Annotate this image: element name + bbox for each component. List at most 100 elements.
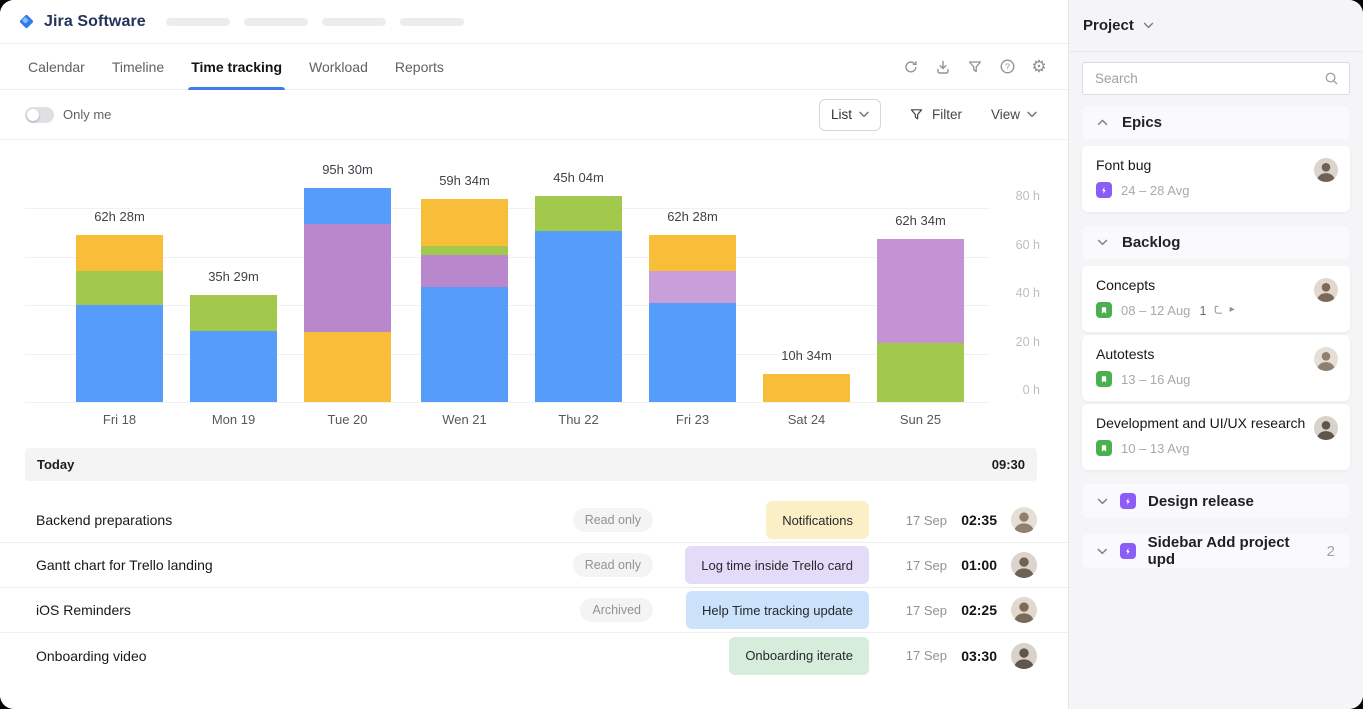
list-dropdown[interactable]: List bbox=[819, 99, 881, 131]
avatar bbox=[1314, 158, 1338, 182]
epic-card[interactable]: Font bug 24 – 28 Avg bbox=[1082, 146, 1350, 212]
time-chart: 0 h20 h40 h60 h80 h62h 28mFri 1835h 29mM… bbox=[0, 140, 1068, 440]
task-time: 03:30 bbox=[953, 648, 997, 664]
avatar bbox=[1011, 643, 1037, 669]
help-icon[interactable]: ? bbox=[998, 58, 1016, 76]
jira-logo-icon bbox=[18, 13, 35, 30]
x-axis-label: Mon 19 bbox=[174, 412, 294, 427]
tab-workload[interactable]: Workload bbox=[309, 44, 368, 89]
task-date: 17 Sep bbox=[897, 558, 947, 573]
task-chip[interactable]: Onboarding iterate bbox=[729, 637, 869, 675]
backlog-card[interactable]: Concepts 08 – 12 Aug 1 ▸ bbox=[1082, 266, 1350, 332]
bar-segment[interactable] bbox=[763, 374, 850, 402]
y-axis-tick: 20 h bbox=[980, 335, 1040, 349]
tab-reports[interactable]: Reports bbox=[395, 44, 444, 89]
bar-segment[interactable] bbox=[76, 305, 163, 402]
bar-segment[interactable] bbox=[304, 332, 391, 402]
epic-icon bbox=[1120, 493, 1136, 509]
caret-right-icon: ▸ bbox=[1230, 305, 1235, 315]
bar-segment[interactable] bbox=[535, 196, 622, 231]
bar-total-label: 35h 29m bbox=[174, 269, 294, 284]
subtask-count: 1 bbox=[1199, 303, 1206, 318]
chevron-down-icon bbox=[1027, 111, 1037, 118]
section-header-backlog[interactable]: Backlog bbox=[1082, 226, 1350, 259]
search-icon bbox=[1324, 71, 1339, 86]
bar-total-label: 62h 28m bbox=[60, 209, 180, 224]
only-me-label: Only me bbox=[63, 107, 111, 122]
jira-logo[interactable]: Jira Software bbox=[18, 13, 146, 31]
project-dropdown[interactable]: Project bbox=[1069, 0, 1363, 52]
task-row[interactable]: Gantt chart for Trello landing Read only… bbox=[0, 543, 1068, 588]
section-header-design-release[interactable]: Design release bbox=[1082, 484, 1350, 518]
y-axis-tick: 40 h bbox=[980, 286, 1040, 300]
task-row[interactable]: Onboarding video Onboarding iterate 17 S… bbox=[0, 633, 1068, 678]
task-chip[interactable]: Log time inside Trello card bbox=[685, 546, 869, 584]
story-icon bbox=[1096, 371, 1112, 387]
only-me-toggle[interactable] bbox=[25, 107, 54, 123]
bar-segment[interactable] bbox=[649, 303, 736, 402]
bar-segment[interactable] bbox=[877, 343, 964, 402]
x-axis-label: Fri 18 bbox=[60, 412, 180, 427]
today-label: Today bbox=[37, 457, 74, 472]
chevron-down-icon bbox=[859, 111, 869, 118]
bar-segment[interactable] bbox=[421, 287, 508, 402]
bar-segment[interactable] bbox=[304, 188, 391, 224]
bar-segment[interactable] bbox=[76, 235, 163, 271]
app-window: Jira Software Calendar Timeline Time tra… bbox=[0, 0, 1363, 709]
svg-text:?: ? bbox=[1005, 61, 1010, 71]
view-dropdown[interactable]: View bbox=[991, 107, 1037, 122]
story-icon bbox=[1096, 302, 1112, 318]
bar-total-label: 95h 30m bbox=[288, 162, 408, 177]
bar-segment[interactable] bbox=[421, 255, 508, 287]
refresh-icon[interactable] bbox=[902, 58, 920, 76]
task-title: iOS Reminders bbox=[36, 602, 131, 618]
project-sidebar: Project Epics Font bug 24 – 28 Avg bbox=[1068, 0, 1363, 709]
bar-segment[interactable] bbox=[649, 271, 736, 303]
bar-total-label: 59h 34m bbox=[405, 173, 525, 188]
download-icon[interactable] bbox=[934, 58, 952, 76]
bar-segment[interactable] bbox=[304, 224, 391, 332]
tab-time-tracking[interactable]: Time tracking bbox=[191, 44, 282, 89]
filter-button[interactable]: Filter bbox=[909, 107, 962, 122]
bar-segment[interactable] bbox=[190, 331, 277, 402]
backlog-card[interactable]: Autotests 13 – 16 Aug bbox=[1082, 335, 1350, 401]
task-row[interactable]: iOS Reminders Archived Help Time trackin… bbox=[0, 588, 1068, 633]
card-title: Concepts bbox=[1096, 277, 1336, 293]
section-header-sidebar-add-project[interactable]: Sidebar Add project upd 2 bbox=[1082, 534, 1350, 568]
avatar bbox=[1314, 347, 1338, 371]
bar-segment[interactable] bbox=[649, 235, 736, 271]
bar-segment[interactable] bbox=[421, 199, 508, 246]
search-input[interactable] bbox=[1093, 70, 1324, 87]
task-chip[interactable]: Notifications bbox=[766, 501, 869, 539]
tab-timeline[interactable]: Timeline bbox=[112, 44, 164, 89]
card-title: Development and UI/UX research bbox=[1096, 415, 1336, 431]
chart-toolbar: Only me List Filter View bbox=[0, 90, 1068, 140]
today-total-time: 09:30 bbox=[992, 457, 1025, 472]
gridline bbox=[25, 402, 990, 403]
x-axis-label: Sun 25 bbox=[861, 412, 981, 427]
settings-icon[interactable]: ⚙ bbox=[1030, 58, 1048, 76]
task-row[interactable]: Backend preparations Read only Notificat… bbox=[0, 498, 1068, 543]
bar-segment[interactable] bbox=[190, 295, 277, 331]
bar-segment[interactable] bbox=[421, 246, 508, 255]
bar-segment[interactable] bbox=[76, 271, 163, 305]
bar-segment[interactable] bbox=[877, 239, 964, 343]
status-badge: Read only bbox=[573, 508, 653, 532]
filter-icon[interactable] bbox=[966, 58, 984, 76]
story-icon bbox=[1096, 440, 1112, 456]
section-header-epics[interactable]: Epics bbox=[1082, 106, 1350, 139]
bar-segment[interactable] bbox=[535, 231, 622, 402]
tab-calendar[interactable]: Calendar bbox=[28, 44, 85, 89]
nav-placeholders bbox=[166, 18, 464, 26]
avatar bbox=[1011, 507, 1037, 533]
chevron-down-icon bbox=[1097, 498, 1108, 505]
search-box bbox=[1082, 62, 1350, 95]
avatar bbox=[1314, 416, 1338, 440]
subtask-icon bbox=[1212, 304, 1225, 317]
epic-icon bbox=[1120, 543, 1136, 559]
backlog-card[interactable]: Development and UI/UX research 10 – 13 A… bbox=[1082, 404, 1350, 470]
nav-placeholder bbox=[166, 18, 230, 26]
task-chip[interactable]: Help Time tracking update bbox=[686, 591, 869, 629]
today-summary-row: Today 09:30 bbox=[25, 448, 1037, 481]
task-date: 17 Sep bbox=[897, 603, 947, 618]
